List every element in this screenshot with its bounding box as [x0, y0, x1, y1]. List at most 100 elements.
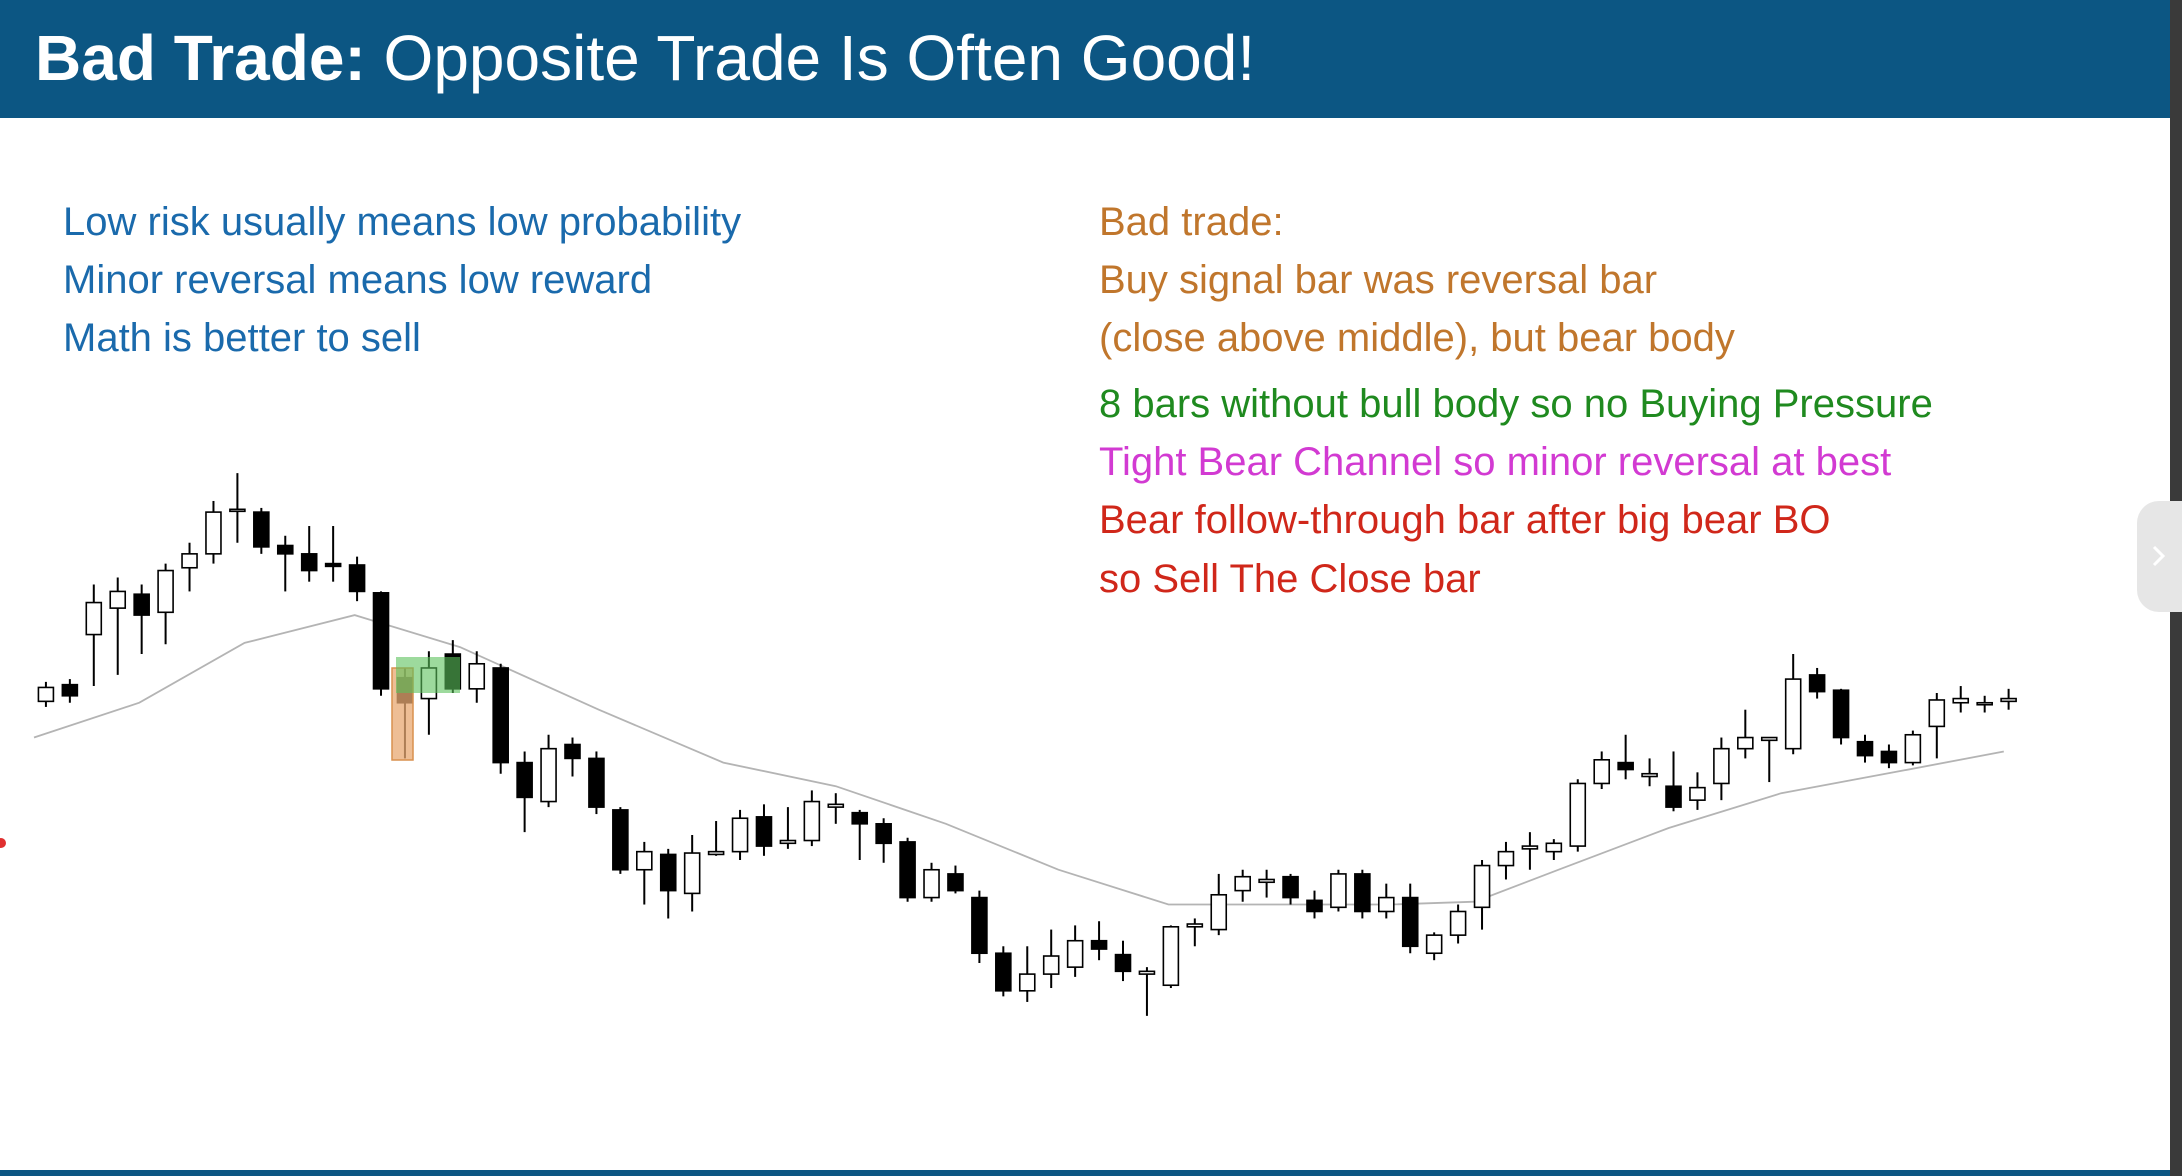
candle-body — [851, 811, 869, 825]
entry-highlight — [396, 657, 460, 693]
candle-body — [516, 761, 533, 799]
candle-body — [324, 562, 342, 568]
candle-body — [683, 852, 701, 895]
candle-body — [1090, 939, 1108, 950]
candle-body — [1784, 678, 1802, 750]
candle-body — [1521, 845, 1539, 850]
candle-body — [731, 817, 749, 853]
candle-body — [636, 850, 653, 871]
candle-body — [1545, 842, 1563, 853]
candle-body — [1473, 864, 1491, 909]
candle-body — [1641, 772, 1658, 778]
candle-body — [1665, 785, 1682, 808]
candle-body — [1138, 970, 1156, 975]
candle-body — [1306, 899, 1323, 913]
candle-body — [492, 667, 509, 764]
candle-body — [229, 508, 246, 513]
candle-body — [1018, 973, 1036, 992]
candle-body — [1449, 910, 1467, 936]
candle-body — [540, 747, 557, 803]
candle-body — [1976, 701, 1993, 706]
next-slide-button[interactable] — [2137, 501, 2182, 612]
candle-body — [1904, 733, 1922, 764]
candle-body — [827, 803, 845, 808]
candle-body — [2000, 697, 2017, 703]
candle-body — [1497, 850, 1515, 867]
moving-average — [33, 614, 2004, 906]
candle-body — [1330, 873, 1347, 909]
title-bold: Bad Trade: — [35, 22, 366, 94]
candle-body — [971, 896, 988, 955]
candle-body — [1114, 953, 1132, 973]
candle-body — [372, 592, 390, 690]
right-note: so Sell The Close bar — [1099, 557, 1481, 601]
right-note: Buy signal bar was reversal bar — [1099, 258, 1658, 302]
candle-body — [1832, 689, 1850, 739]
right-note: Bad trade: — [1099, 200, 1284, 244]
candle-body — [1617, 761, 1634, 771]
pointer-dot — [0, 838, 6, 848]
candle-body — [1210, 893, 1228, 931]
candle-body — [1737, 736, 1754, 750]
candle-body — [612, 809, 629, 871]
candle-body — [1569, 782, 1587, 847]
candle-body — [1856, 740, 1874, 757]
candle-body — [1042, 955, 1060, 975]
candle-body — [37, 686, 55, 703]
candle-body — [85, 601, 103, 636]
candle-body — [276, 544, 294, 555]
candle-body — [1593, 759, 1611, 785]
right-note: Bear follow-through bar after big bear B… — [1099, 498, 1831, 542]
slide-title: Bad Trade: Opposite Trade Is Often Good! — [35, 18, 1255, 98]
candle-body — [899, 841, 916, 899]
candle-body — [755, 816, 773, 847]
candle-body — [1928, 699, 1946, 728]
candle-body — [707, 850, 725, 856]
right-note: Tight Bear Channel so minor reversal at … — [1099, 440, 1892, 484]
left-note: Minor reversal means low reward — [63, 258, 653, 302]
candle-body — [1713, 747, 1730, 785]
candle-body — [348, 564, 366, 593]
bottom-rule — [0, 1170, 2170, 1176]
candle-body — [61, 683, 79, 697]
right-note: (close above middle), but bear body — [1099, 316, 1735, 360]
candle-body — [253, 511, 270, 548]
candle-body — [1066, 939, 1084, 968]
chevron-icon — [2152, 545, 2166, 567]
candle-body — [995, 952, 1012, 992]
candle-body — [157, 569, 174, 614]
candle-body — [1952, 697, 1970, 704]
candle-body — [1377, 896, 1395, 913]
candle-body — [1689, 786, 1706, 801]
candle-body — [1186, 923, 1204, 928]
candle-body — [300, 553, 318, 572]
candle-body — [588, 757, 605, 808]
candle-body — [1808, 674, 1826, 693]
candle-body — [659, 853, 677, 892]
candle-body — [133, 593, 150, 616]
candle-body — [779, 839, 797, 845]
candle-body — [1162, 925, 1180, 987]
candle-body — [109, 590, 127, 609]
candle-body — [1880, 750, 1898, 764]
candle-body — [1234, 875, 1251, 892]
candle-body — [1401, 896, 1419, 948]
candle-body — [564, 743, 581, 760]
candle-body — [875, 823, 892, 845]
candle-body — [947, 873, 964, 892]
header-bar: Bad Trade: Opposite Trade Is Often Good! — [0, 0, 2170, 118]
candle-body — [923, 868, 940, 899]
left-note: Math is better to sell — [63, 316, 421, 360]
title-rest: Opposite Trade Is Often Good! — [365, 22, 1256, 94]
candle-body — [1354, 873, 1371, 913]
left-note: Low risk usually means low probability — [63, 200, 742, 244]
right-note: 8 bars without bull body so no Buying Pr… — [1099, 382, 1933, 426]
candle-body — [803, 800, 821, 842]
candle-body — [1425, 934, 1443, 955]
candle-body — [1258, 878, 1275, 884]
candle-body — [1282, 875, 1299, 899]
candle-body — [1760, 736, 1778, 742]
candle-body — [181, 553, 198, 569]
